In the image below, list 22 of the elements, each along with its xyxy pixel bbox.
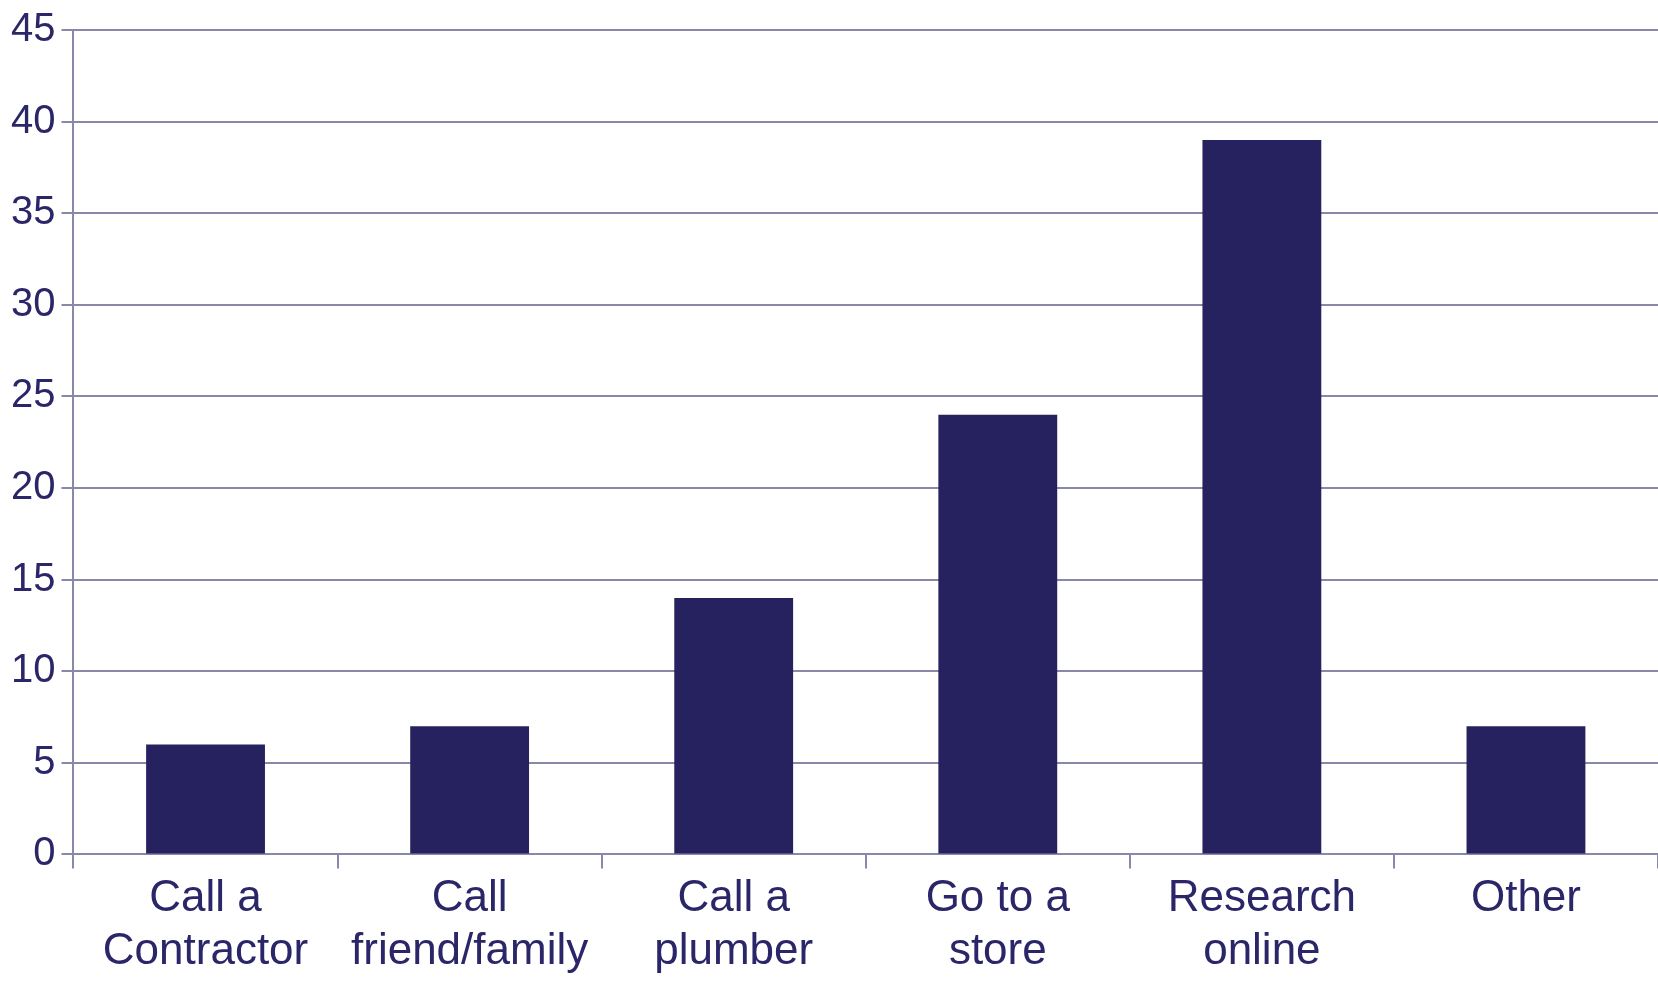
bar [938, 414, 1058, 854]
y-tick-label: 20 [10, 463, 56, 508]
x-tick-label: Go to a store [925, 870, 1071, 973]
x-tick-label: Call a plumber [654, 870, 814, 973]
bar [674, 597, 794, 854]
x-tick-label: Other [1470, 870, 1581, 920]
bar [410, 726, 530, 854]
y-tick-label: 35 [10, 188, 56, 233]
y-tick-label: 5 [33, 737, 56, 782]
y-tick-label: 40 [10, 96, 56, 141]
y-tick-label: 15 [10, 554, 56, 599]
bar [1202, 139, 1322, 854]
y-tick-label: 0 [33, 829, 56, 874]
x-tick-label: Research online [1167, 870, 1357, 973]
x-tick-label: Call a Contractor [102, 870, 309, 973]
y-tick-label: 25 [10, 371, 56, 416]
bar [146, 744, 265, 854]
y-tick-label: 30 [10, 279, 56, 324]
bar [1466, 726, 1586, 854]
x-tick-label: Call friend/family [351, 870, 589, 973]
y-tick-label: 10 [10, 646, 56, 691]
y-tick-label: 45 [10, 5, 56, 50]
